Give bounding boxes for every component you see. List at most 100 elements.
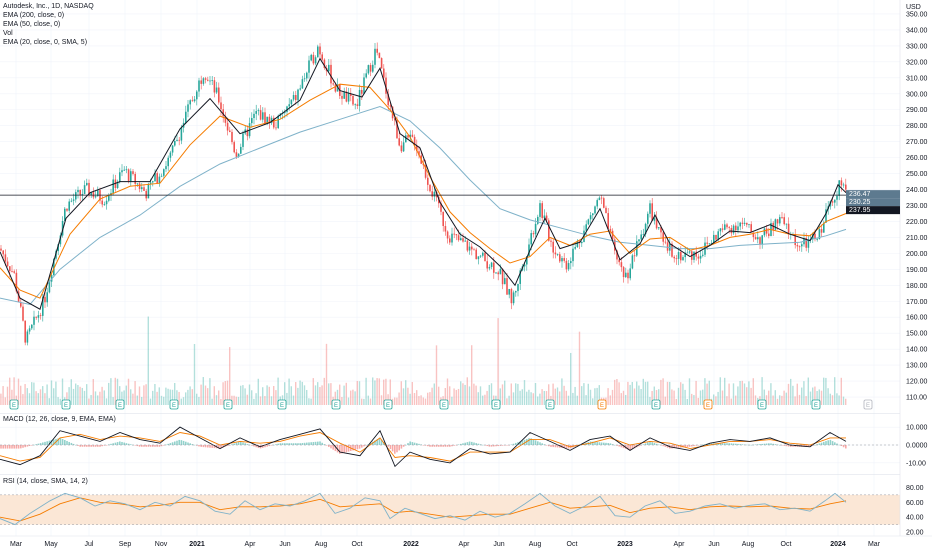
- candle-body[interactable]: [290, 99, 293, 105]
- candle-body[interactable]: [297, 89, 299, 101]
- candle-body[interactable]: [365, 73, 367, 78]
- candle-body[interactable]: [66, 208, 68, 211]
- candle-body[interactable]: [675, 258, 678, 260]
- candle-body[interactable]: [838, 180, 840, 196]
- candle-body[interactable]: [682, 257, 684, 261]
- candle-body[interactable]: [328, 64, 330, 72]
- candle-body[interactable]: [653, 217, 656, 221]
- candle-body[interactable]: [259, 110, 262, 120]
- candle-body[interactable]: [270, 117, 273, 124]
- candle-body[interactable]: [160, 175, 163, 177]
- candle-body[interactable]: [532, 233, 535, 235]
- candle-body[interactable]: [53, 258, 55, 276]
- candle-body[interactable]: [83, 185, 86, 194]
- candle-body[interactable]: [622, 267, 625, 278]
- candle-body[interactable]: [570, 261, 572, 264]
- event-marker[interactable]: [439, 399, 449, 410]
- candle-body[interactable]: [807, 239, 810, 248]
- candle-body[interactable]: [462, 238, 464, 242]
- candle-body[interactable]: [130, 171, 132, 181]
- candle-body[interactable]: [42, 296, 44, 316]
- candle-body[interactable]: [699, 255, 702, 259]
- event-marker[interactable]: [597, 399, 607, 410]
- candle-body[interactable]: [103, 204, 106, 206]
- candle-body[interactable]: [347, 93, 350, 102]
- price-tick-label[interactable]: 110.00: [906, 395, 927, 402]
- rsi-tick-label[interactable]: 60.00: [906, 500, 924, 507]
- candle-body[interactable]: [748, 224, 750, 225]
- candle-body[interactable]: [831, 201, 834, 203]
- candle-body[interactable]: [805, 237, 807, 248]
- event-marker[interactable]: [703, 399, 713, 410]
- time-tick-label[interactable]: Aug: [315, 541, 328, 548]
- candle-body[interactable]: [576, 241, 579, 247]
- event-marker[interactable]: [491, 399, 501, 410]
- candle-body[interactable]: [383, 68, 385, 78]
- event-marker[interactable]: [863, 399, 873, 410]
- time-tick-label[interactable]: 2023: [617, 541, 633, 548]
- candle-body[interactable]: [743, 222, 746, 224]
- candle-body[interactable]: [530, 233, 532, 245]
- candle-body[interactable]: [240, 146, 242, 154]
- candle-body[interactable]: [468, 246, 471, 251]
- pane-divider-rsi[interactable]: [0, 474, 900, 475]
- candle-body[interactable]: [33, 316, 35, 325]
- candle-body[interactable]: [779, 217, 781, 224]
- price-tick-label[interactable]: 340.00: [906, 27, 928, 34]
- candle-body[interactable]: [127, 169, 130, 181]
- candle-body[interactable]: [572, 248, 574, 262]
- candle-body[interactable]: [638, 239, 640, 242]
- candle-body[interactable]: [308, 60, 310, 73]
- candle-body[interactable]: [226, 122, 229, 131]
- candle-body[interactable]: [697, 256, 700, 259]
- candle-body[interactable]: [31, 324, 33, 329]
- candle-body[interactable]: [640, 234, 642, 240]
- candle-body[interactable]: [464, 240, 466, 242]
- event-marker[interactable]: [223, 399, 233, 410]
- candle-body[interactable]: [167, 157, 169, 167]
- candle-body[interactable]: [493, 262, 495, 273]
- candle-body[interactable]: [367, 65, 370, 74]
- candle-body[interactable]: [455, 234, 458, 236]
- candle-body[interactable]: [600, 197, 603, 199]
- candle-body[interactable]: [501, 268, 504, 285]
- candle-body[interactable]: [312, 54, 315, 64]
- candle-body[interactable]: [559, 254, 561, 262]
- candle-body[interactable]: [28, 328, 31, 332]
- candle-body[interactable]: [86, 182, 88, 186]
- candle-body[interactable]: [154, 173, 156, 182]
- candle-body[interactable]: [614, 239, 616, 251]
- candle-body[interactable]: [589, 215, 592, 220]
- candle-body[interactable]: [820, 229, 823, 233]
- candle-body[interactable]: [48, 281, 51, 293]
- candle-body[interactable]: [171, 145, 174, 153]
- candle-body[interactable]: [627, 272, 629, 279]
- candle-body[interactable]: [482, 252, 484, 256]
- candle-body[interactable]: [158, 176, 161, 184]
- candle-body[interactable]: [479, 255, 482, 257]
- candle-body[interactable]: [556, 254, 559, 256]
- candle-body[interactable]: [506, 278, 508, 295]
- candle-body[interactable]: [156, 173, 158, 184]
- candle-body[interactable]: [198, 80, 200, 92]
- candle-body[interactable]: [138, 183, 141, 189]
- candle-body[interactable]: [732, 225, 735, 234]
- legend-ema50[interactable]: EMA (50, close, 0): [3, 21, 61, 28]
- candle-body[interactable]: [787, 223, 790, 235]
- candle-body[interactable]: [268, 116, 271, 124]
- candle-body[interactable]: [440, 203, 442, 212]
- candle-body[interactable]: [26, 331, 29, 343]
- candle-body[interactable]: [587, 219, 590, 225]
- candle-body[interactable]: [750, 224, 752, 233]
- candle-body[interactable]: [609, 228, 612, 231]
- candle-body[interactable]: [460, 238, 462, 241]
- candle-body[interactable]: [543, 215, 546, 219]
- candle-body[interactable]: [105, 200, 108, 205]
- candle-body[interactable]: [537, 216, 539, 224]
- candle-body[interactable]: [380, 58, 383, 69]
- legend-ema20[interactable]: EMA (20, close, 0, SMA, 5): [3, 39, 88, 46]
- candle-body[interactable]: [741, 222, 744, 224]
- candle-body[interactable]: [152, 181, 154, 183]
- candle-body[interactable]: [706, 242, 708, 244]
- candle-body[interactable]: [394, 118, 396, 121]
